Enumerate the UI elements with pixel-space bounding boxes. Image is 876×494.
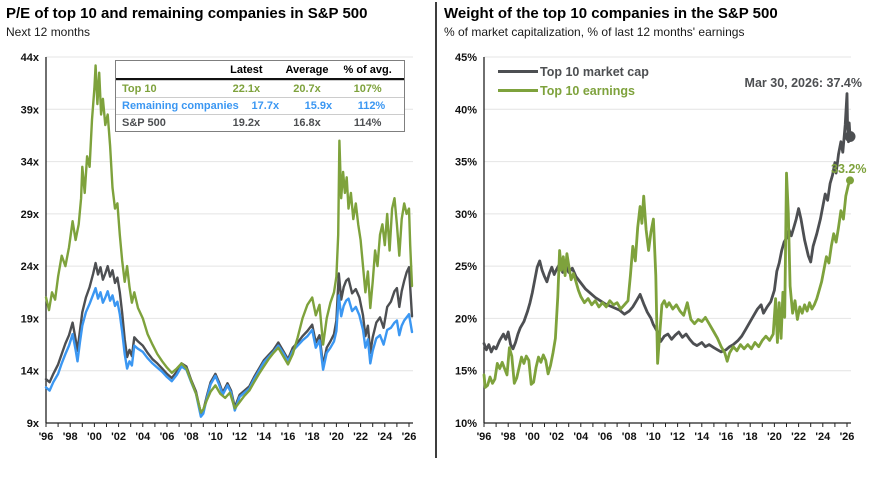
weight-chart-plot: 10% 15% 20% 25% 30% 35% 40% 45% '96 '98 '00 '02 '04 '… bbox=[455, 52, 856, 443]
earnings-legend-label: Top 10 earnings bbox=[540, 83, 635, 98]
pe-chart-subtitle: Next 12 months bbox=[6, 25, 91, 39]
table-header-average: Average bbox=[285, 64, 329, 76]
svg-text:'10: '10 bbox=[208, 431, 223, 443]
pe-chart-title: P/E of top 10 and remaining companies in… bbox=[6, 5, 368, 22]
table-header-latest: Latest bbox=[230, 64, 263, 76]
remaining-average-value: 15.9x bbox=[304, 100, 333, 112]
svg-text:34x: 34x bbox=[21, 157, 40, 169]
pe-chart-plot: 9x 14x 19x 24x 29x 34x 39x 44x '96 '98 '00 '02 '04 '0… bbox=[21, 52, 417, 443]
pe-legend-table-header: Latest Average % of avg. bbox=[116, 61, 404, 80]
svg-text:20%: 20% bbox=[455, 313, 477, 325]
svg-text:'02: '02 bbox=[111, 431, 126, 443]
svg-text:14x: 14x bbox=[21, 366, 40, 378]
svg-text:'22: '22 bbox=[791, 431, 806, 443]
market-cap-latest-annotation: Mar 30, 2026: 37.4% bbox=[744, 76, 862, 90]
svg-text:'16: '16 bbox=[281, 431, 296, 443]
top10-pct-value: 107% bbox=[353, 83, 382, 95]
svg-text:'14: '14 bbox=[256, 431, 272, 443]
svg-text:9x: 9x bbox=[27, 418, 40, 430]
svg-text:24x: 24x bbox=[21, 261, 40, 273]
svg-text:'26: '26 bbox=[840, 431, 855, 443]
sp500-pct-value: 114% bbox=[353, 117, 382, 129]
legend-item-market-cap: Top 10 market cap bbox=[498, 62, 649, 81]
svg-text:10%: 10% bbox=[455, 418, 477, 430]
svg-text:'04: '04 bbox=[573, 431, 589, 443]
table-row-top10: Top 10 22.1x 20.7x 107% bbox=[116, 80, 404, 97]
panel-divider bbox=[435, 2, 437, 458]
svg-text:'20: '20 bbox=[767, 431, 782, 443]
svg-text:29x: 29x bbox=[21, 209, 40, 221]
svg-text:'26: '26 bbox=[402, 431, 417, 443]
table-row-remaining: Remaining companies 17.7x 15.9x 112% bbox=[116, 97, 404, 114]
svg-text:30%: 30% bbox=[455, 209, 477, 221]
svg-text:'24: '24 bbox=[377, 431, 393, 443]
svg-text:39x: 39x bbox=[21, 104, 40, 116]
market-cap-legend-label: Top 10 market cap bbox=[540, 64, 649, 79]
svg-text:'00: '00 bbox=[87, 431, 102, 443]
svg-text:'16: '16 bbox=[719, 431, 734, 443]
table-header-pct-of-avg: % of avg. bbox=[343, 64, 392, 76]
earnings-latest-annotation: 33.2% bbox=[831, 162, 867, 176]
svg-text:'24: '24 bbox=[815, 431, 831, 443]
weight-chart-subtitle: % of market capitalization, % of last 12… bbox=[444, 25, 745, 39]
sp500-latest-value: 19.2x bbox=[232, 117, 261, 129]
svg-text:'08: '08 bbox=[184, 431, 199, 443]
weight-chart-legend: Top 10 market cap Top 10 earnings bbox=[498, 62, 649, 100]
top10-average-value: 20.7x bbox=[293, 83, 321, 95]
remaining-latest-value: 17.7x bbox=[251, 100, 280, 112]
svg-text:'98: '98 bbox=[63, 431, 78, 443]
svg-text:'96: '96 bbox=[39, 431, 54, 443]
svg-text:'18: '18 bbox=[305, 431, 320, 443]
svg-text:'14: '14 bbox=[694, 431, 710, 443]
svg-text:40%: 40% bbox=[455, 104, 477, 116]
svg-text:'98: '98 bbox=[501, 431, 516, 443]
svg-text:25%: 25% bbox=[455, 261, 477, 273]
svg-text:'10: '10 bbox=[646, 431, 661, 443]
svg-text:44x: 44x bbox=[21, 52, 40, 64]
svg-text:45%: 45% bbox=[455, 52, 477, 64]
svg-text:'06: '06 bbox=[160, 431, 175, 443]
top10-latest-value: 22.1x bbox=[232, 83, 261, 95]
weight-chart-title: Weight of the top 10 companies in the S&… bbox=[444, 5, 778, 22]
market-cap-line-swatch bbox=[498, 70, 538, 73]
pe-chart-panel: P/E of top 10 and remaining companies in… bbox=[6, 5, 417, 443]
row-label-sp500: S&P 500 bbox=[122, 117, 166, 129]
svg-text:'08: '08 bbox=[622, 431, 637, 443]
row-label-remaining: Remaining companies bbox=[122, 100, 239, 112]
sp500-average-value: 16.8x bbox=[293, 117, 321, 129]
svg-text:35%: 35% bbox=[455, 157, 477, 169]
svg-text:'12: '12 bbox=[232, 431, 247, 443]
svg-text:'06: '06 bbox=[598, 431, 613, 443]
remaining-pct-value: 112% bbox=[357, 100, 386, 112]
svg-text:'02: '02 bbox=[549, 431, 564, 443]
table-row-sp500: S&P 500 19.2x 16.8x 114% bbox=[116, 114, 404, 131]
svg-text:'18: '18 bbox=[743, 431, 758, 443]
earnings-line-swatch bbox=[498, 89, 538, 92]
weight-chart-panel: Weight of the top 10 companies in the S&… bbox=[438, 0, 876, 494]
pe-legend-table: Latest Average % of avg. Top 10 22.1x 20… bbox=[115, 60, 405, 132]
svg-text:'12: '12 bbox=[670, 431, 685, 443]
svg-text:15%: 15% bbox=[455, 366, 477, 378]
svg-text:'04: '04 bbox=[135, 431, 151, 443]
svg-text:'96: '96 bbox=[477, 431, 492, 443]
svg-text:'20: '20 bbox=[329, 431, 344, 443]
legend-item-earnings: Top 10 earnings bbox=[498, 81, 649, 100]
svg-text:19x: 19x bbox=[21, 313, 40, 325]
svg-text:'22: '22 bbox=[353, 431, 368, 443]
row-label-top10: Top 10 bbox=[122, 83, 157, 95]
svg-text:'00: '00 bbox=[525, 431, 540, 443]
